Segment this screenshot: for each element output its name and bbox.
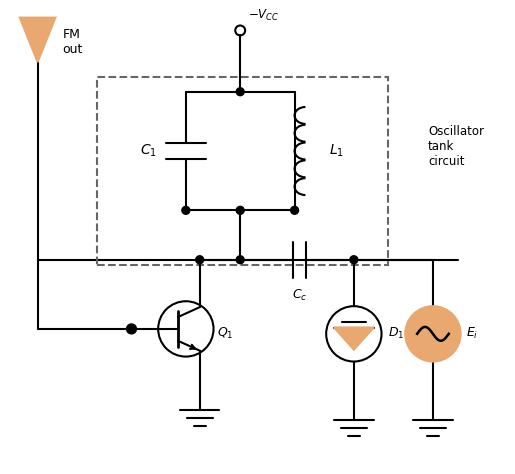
Text: $D_1$: $D_1$ — [388, 326, 405, 341]
Text: $C_1$: $C_1$ — [140, 143, 157, 159]
Text: $L_1$: $L_1$ — [329, 143, 344, 159]
Text: $E_i$: $E_i$ — [466, 326, 478, 341]
Text: Oscillator
tank
circuit: Oscillator tank circuit — [428, 125, 484, 168]
Circle shape — [182, 206, 190, 214]
Circle shape — [236, 256, 244, 264]
Circle shape — [196, 256, 203, 264]
Text: FM
out: FM out — [62, 28, 83, 56]
Circle shape — [405, 306, 460, 362]
Text: $-V_{CC}$: $-V_{CC}$ — [248, 8, 280, 23]
Circle shape — [127, 324, 136, 334]
Polygon shape — [20, 18, 56, 62]
Circle shape — [350, 256, 358, 264]
Circle shape — [236, 88, 244, 96]
Circle shape — [290, 206, 299, 214]
Bar — [97, 77, 388, 264]
Polygon shape — [334, 328, 373, 350]
Text: $Q_1$: $Q_1$ — [217, 326, 234, 341]
Text: $C_c$: $C_c$ — [292, 287, 307, 302]
Circle shape — [236, 206, 244, 214]
